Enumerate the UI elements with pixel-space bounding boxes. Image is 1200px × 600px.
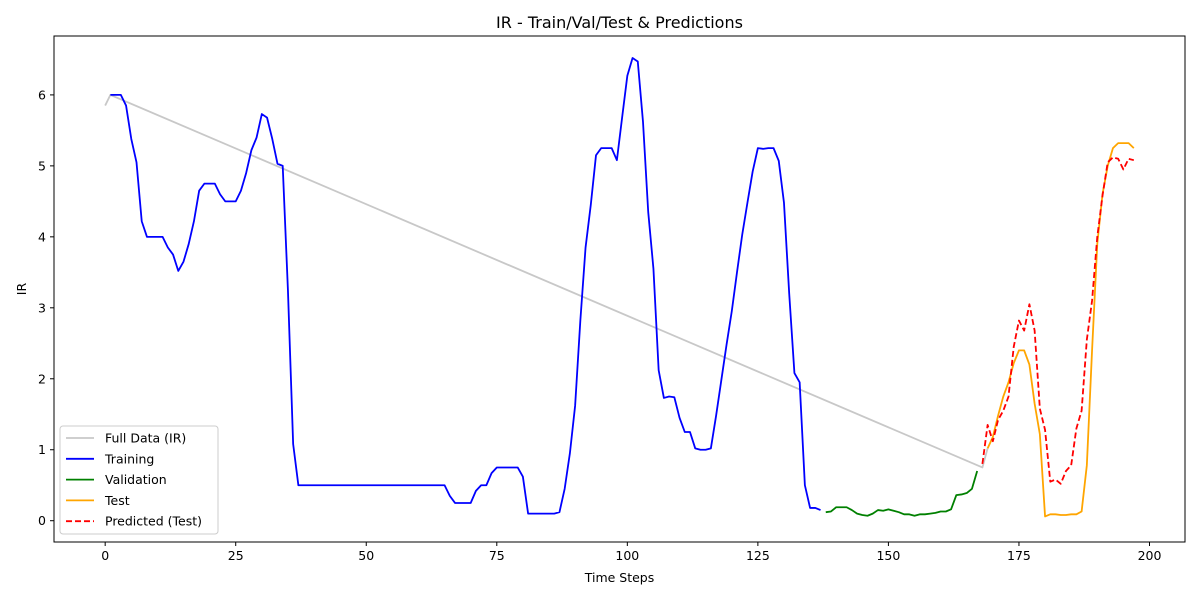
y-tick-label: 1	[38, 442, 46, 457]
y-axis-label: IR	[14, 283, 29, 296]
legend-box	[59, 425, 219, 535]
x-tick-label: 25	[228, 548, 244, 563]
y-tick-label: 3	[38, 300, 46, 315]
x-axis-ticks: 0 25 50 75 100 125 150 175 200	[101, 542, 1161, 563]
legend: Full Data (IR) Training Validation Test Pred…	[59, 425, 219, 535]
x-tick-label: 125	[746, 548, 770, 563]
series-line-predicted-test	[981, 156, 1135, 485]
legend-label-validation: Validation	[105, 472, 167, 487]
y-tick-label: 2	[38, 371, 46, 386]
x-axis-label: Time Steps	[584, 570, 655, 585]
y-tick-label: 4	[38, 229, 46, 244]
legend-label-full-data-ir: Full Data (IR)	[105, 431, 186, 446]
series-line-training	[110, 57, 821, 515]
x-tick-label: 75	[489, 548, 505, 563]
x-tick-label: 150	[876, 548, 900, 563]
x-tick-label: 0	[101, 548, 109, 563]
y-axis-ticks: 0 1 2 3 4 5 6	[38, 87, 54, 528]
series-line-validation	[825, 470, 979, 517]
y-tick-label: 6	[38, 87, 46, 102]
plot-area	[104, 57, 1135, 518]
series-line-full-data-ir	[104, 94, 989, 469]
legend-label-training: Training	[104, 451, 154, 466]
legend-label-test: Test	[104, 493, 130, 508]
y-tick-label: 0	[38, 513, 46, 528]
legend-entries: Full Data (IR) Training Validation Test Pred…	[66, 431, 202, 529]
chart-title: IR - Train/Val/Test & Predictions	[496, 13, 743, 32]
x-tick-label: 175	[1007, 548, 1031, 563]
x-tick-label: 100	[615, 548, 639, 563]
x-tick-label: 200	[1138, 548, 1162, 563]
plot-frame	[53, 35, 1186, 543]
x-tick-label: 50	[358, 548, 374, 563]
y-tick-label: 5	[38, 158, 46, 173]
legend-label-predicted-test: Predicted (Test)	[105, 514, 202, 529]
